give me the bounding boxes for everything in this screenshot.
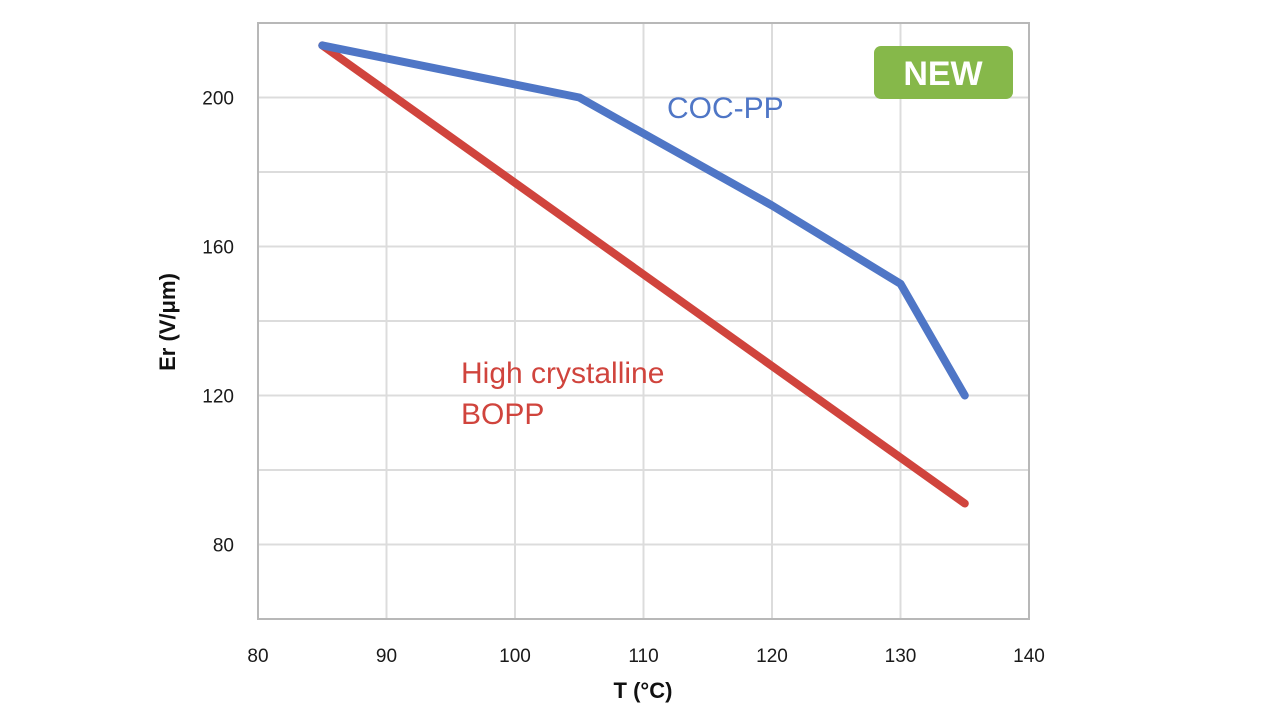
grid-lines xyxy=(258,23,1029,619)
new-badge: NEW xyxy=(874,46,1013,99)
y-axis-title: Er (V/μm) xyxy=(155,273,180,371)
y-axis-ticks: 80 120 160 200 xyxy=(202,89,234,557)
y-tick-label: 120 xyxy=(202,387,234,408)
x-tick-label: 90 xyxy=(376,646,397,667)
new-badge-text: NEW xyxy=(903,55,983,93)
series-lines xyxy=(318,41,969,508)
x-axis-ticks: 80 90 100 110 120 130 140 xyxy=(247,646,1044,667)
x-tick-label: 80 xyxy=(247,646,268,667)
y-tick-label: 200 xyxy=(202,89,234,110)
new-badge-background xyxy=(874,46,1013,99)
coc-pp-series-line xyxy=(318,41,969,400)
x-axis-title: T (°C) xyxy=(614,678,673,703)
bopp-series-label-line-1: High crystalline xyxy=(461,357,664,390)
x-tick-label: 110 xyxy=(628,646,658,667)
x-tick-label: 100 xyxy=(499,646,531,667)
bopp-series-label-line-2: BOPP xyxy=(461,398,544,431)
x-tick-label: 130 xyxy=(885,646,917,667)
y-tick-label: 80 xyxy=(213,536,234,557)
plot-frame xyxy=(257,22,1030,620)
x-tick-label: 120 xyxy=(756,646,788,667)
x-tick-label: 140 xyxy=(1013,646,1045,667)
bopp-series-line xyxy=(318,41,969,508)
coc-pp-series-label: COC-PP xyxy=(667,92,784,125)
y-tick-label: 160 xyxy=(202,238,234,259)
